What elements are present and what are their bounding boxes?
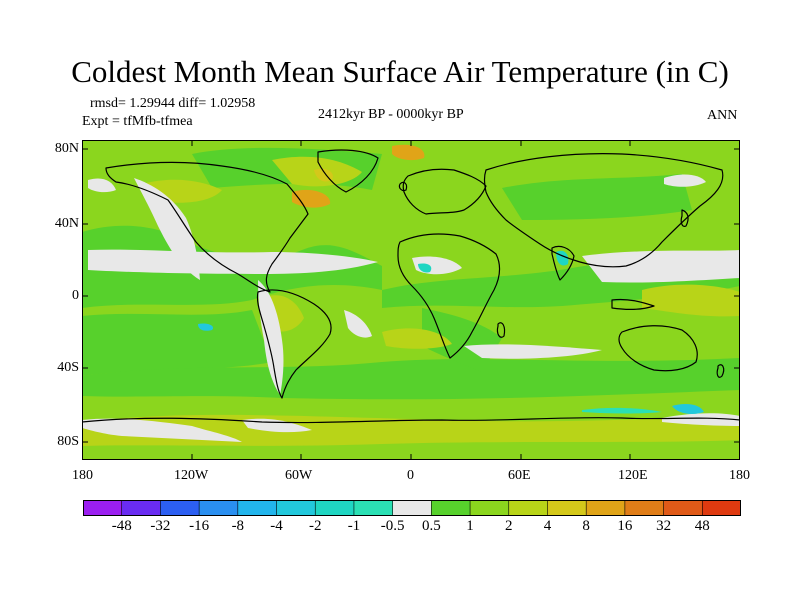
lon-label-120w: 120W: [174, 468, 209, 483]
colorbar-label: -0.5: [380, 518, 405, 534]
colorbar-label: 32: [656, 518, 672, 534]
colorbar-label: 16: [617, 518, 633, 534]
colorbar-swatch: [314, 500, 355, 516]
colorbar-frame: [83, 500, 741, 516]
colorbar-label: -32: [150, 518, 171, 534]
lon-label-60e: 60E: [508, 468, 531, 483]
experiment-label: Expt = tfMfb-tfmea: [82, 114, 193, 129]
colorbar-swatch: [121, 500, 162, 516]
british-isles-outline: [398, 181, 408, 192]
colorbar-swatch: [160, 500, 200, 516]
colorbar-swatch: [237, 500, 278, 516]
africa-outline: [397, 233, 501, 359]
colorbar-swatch: [469, 500, 510, 516]
orange-warm-regions: [292, 144, 425, 208]
lon-label-0: 0: [407, 468, 414, 483]
europe-outline: [402, 168, 487, 215]
colorbar-swatch: [663, 500, 704, 516]
near-zero-regions: [82, 174, 740, 442]
lat-ticks: [82, 148, 740, 443]
india-outline: [551, 245, 575, 281]
australia-outline: [618, 325, 698, 372]
colorbar-label: 4: [543, 518, 552, 534]
lat-label-80s: 80S: [57, 434, 79, 449]
lat-label-0: 0: [72, 288, 79, 303]
lat-label-40n: 40N: [54, 216, 79, 231]
japan-outline: [680, 209, 689, 227]
colorbar-label: 2: [505, 518, 513, 534]
colorbar-swatch: [547, 500, 587, 516]
colorbar-label: -1: [347, 518, 361, 534]
lon-label-180w: 180: [72, 468, 93, 483]
continent-outlines: [82, 149, 740, 424]
colorbar-swatch: [353, 500, 394, 516]
north-america-outline: [105, 161, 309, 293]
colorbar-swatch: [508, 500, 549, 516]
colorbar-label: -4: [270, 518, 283, 534]
lat-label-80n: 80N: [54, 141, 79, 156]
rmsd-diff-stats: rmsd= 1.29944 diff= 1.02958: [90, 96, 256, 111]
colorbar-swatch: [276, 500, 317, 516]
colorbar-swatch: [431, 500, 471, 516]
asia-outline: [483, 153, 724, 268]
colorbar-swatch: [198, 500, 239, 516]
lat-label-40s: 40S: [57, 360, 79, 375]
colorbar-label: 48: [694, 518, 710, 534]
colorbar-swatch: [624, 500, 665, 516]
south-america-outline: [256, 289, 332, 399]
colorbar-label: -8: [231, 518, 245, 534]
lon-ticks: [191, 140, 631, 460]
plot-title: Coldest Month Mean Surface Air Temperatu…: [71, 54, 729, 89]
colorbar-swatch: [701, 500, 741, 516]
new-zealand-outline: [716, 364, 725, 378]
season-label: ANN: [707, 108, 738, 123]
colorbar-label: -48: [111, 518, 132, 534]
lon-label-60w: 60W: [285, 468, 313, 483]
greenland-outline: [317, 149, 379, 193]
colorbar-label: -16: [189, 518, 210, 534]
lon-label-120e: 120E: [618, 468, 648, 483]
temperature-map: [82, 140, 740, 460]
indonesia-outline: [611, 298, 655, 310]
antarctica-outline: [82, 416, 740, 424]
colorbar: [83, 500, 741, 516]
colorbar-swatch: [83, 500, 123, 516]
time-period-label: 2412kyr BP - 0000kyr BP: [318, 107, 464, 122]
colorbar-swatch: [392, 500, 433, 516]
colorbar-swatches: [83, 500, 741, 516]
madagascar-outline: [496, 322, 506, 338]
colorbar-label: 8: [582, 518, 590, 534]
lon-label-180e: 180: [729, 468, 750, 483]
colorbar-swatch: [585, 500, 626, 516]
colorbar-label: -2: [308, 518, 322, 534]
colorbar-label: 0.5: [421, 518, 441, 534]
colorbar-label: 1: [466, 518, 474, 534]
